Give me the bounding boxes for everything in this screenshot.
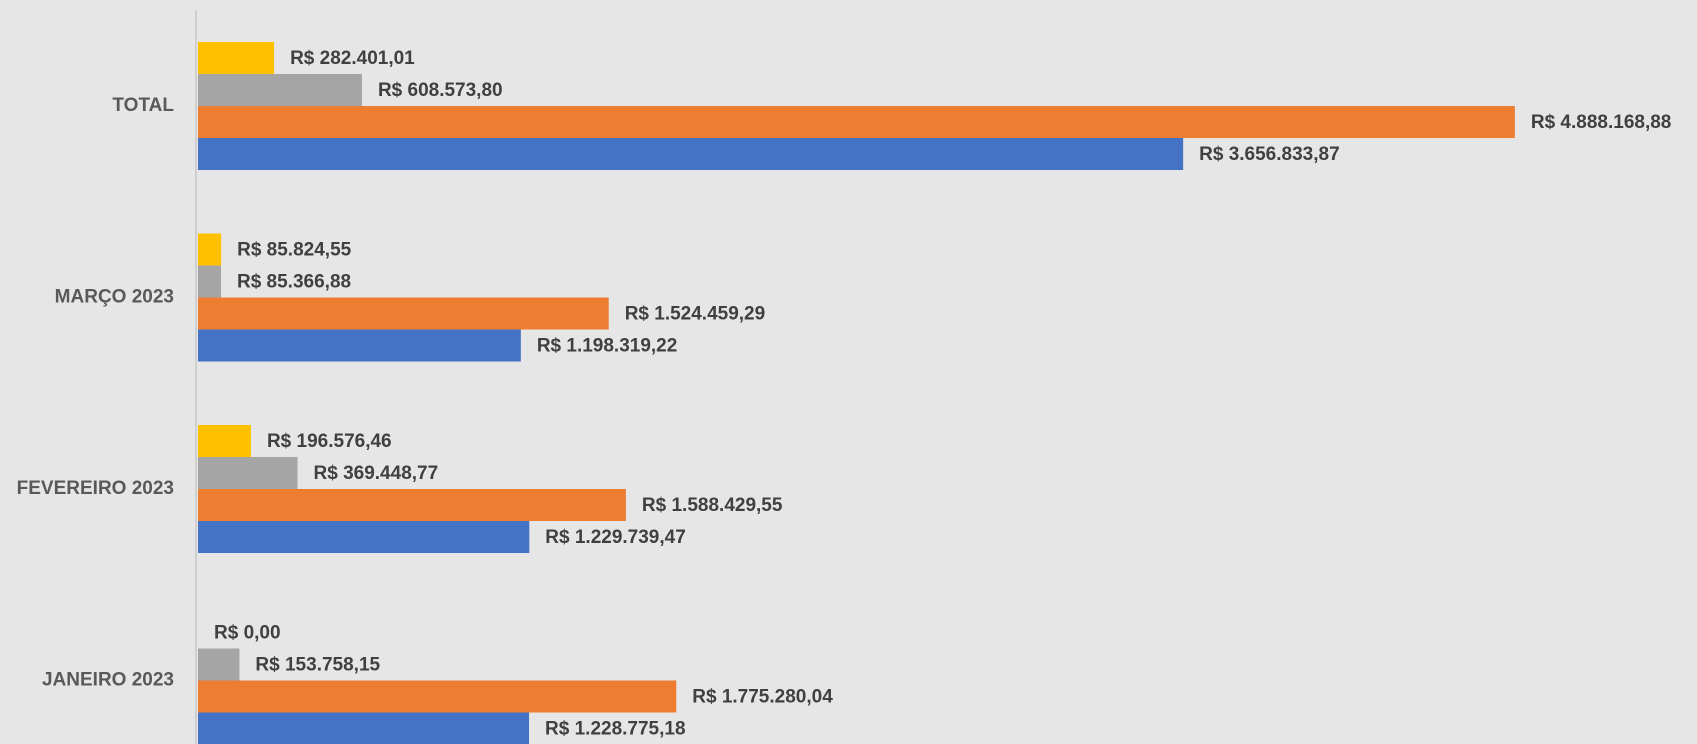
bar [198,298,609,330]
value-label: R$ 196.576,46 [267,431,392,452]
bar [198,425,251,457]
value-label: R$ 3.656.833,87 [1199,144,1340,165]
bar [198,521,529,553]
bar [198,649,239,681]
category-label: JANEIRO 2023 [42,670,174,691]
value-label: R$ 4.888.168,88 [1531,112,1672,133]
category-label: TOTAL [112,95,174,116]
value-label: R$ 85.366,88 [237,272,351,293]
value-label: R$ 1.228.775,18 [545,719,686,740]
bar [198,42,274,74]
bar [198,330,521,362]
value-label: R$ 1.588.429,55 [642,495,783,516]
value-label: R$ 0,00 [214,623,281,644]
value-label: R$ 1.198.319,22 [537,336,678,357]
bar [198,489,626,521]
value-label: R$ 282.401,01 [290,48,415,69]
value-label: R$ 1.229.739,47 [545,527,686,548]
value-label: R$ 153.758,15 [255,655,380,676]
bar [198,681,676,713]
bar [198,457,298,489]
bar [198,106,1515,138]
category-label: FEVEREIRO 2023 [17,478,174,499]
value-label: R$ 369.448,77 [314,463,439,484]
bar [198,138,1183,170]
value-label: R$ 608.573,80 [378,80,503,101]
chart: TOTAL R$ 282.401,01 R$ 608.573,80 R$ 4.888.… [0,0,1697,744]
bar [198,713,529,744]
bar [198,266,221,298]
value-label: R$ 1.524.459,29 [625,304,766,325]
value-label: R$ 1.775.280,04 [692,687,833,708]
value-label: R$ 85.824,55 [237,240,352,261]
bar [198,234,221,266]
category-label: MARÇO 2023 [55,287,174,308]
bar [198,74,362,106]
